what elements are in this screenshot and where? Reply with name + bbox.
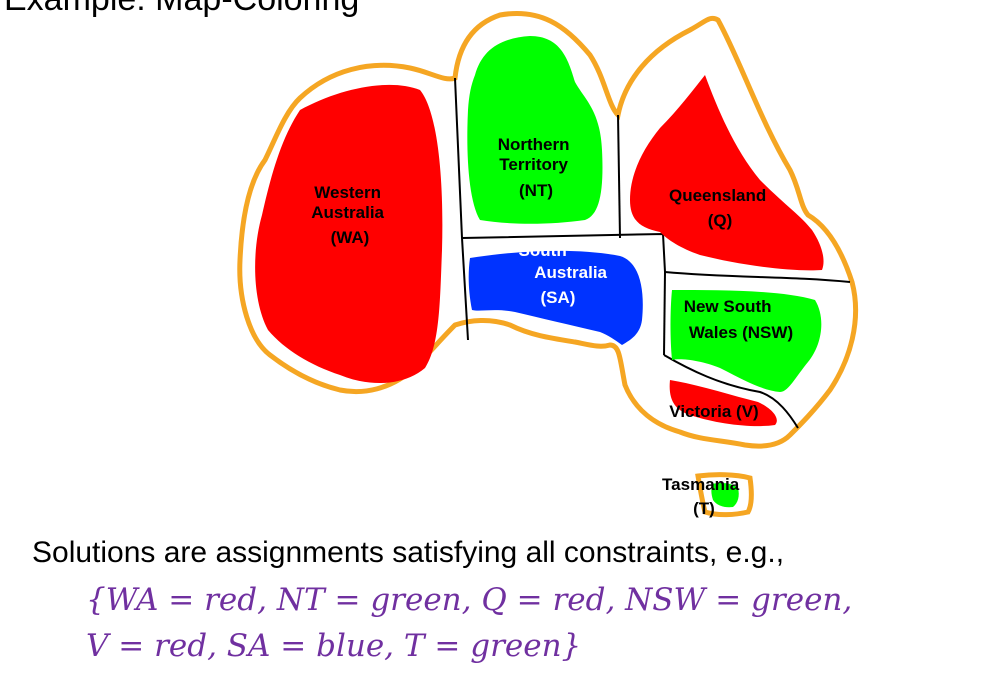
label-nsw: New South Wales (NSW)	[684, 297, 793, 342]
page-title: Example: Map-Coloring	[4, 0, 359, 18]
label-wa: Western Australia (WA)	[311, 183, 388, 247]
solution-formula-line2: V = red, SA = blue, T = green}	[86, 628, 582, 664]
australia-map: Example: Map-Coloring Western Australia …	[4, 0, 859, 518]
region-sa	[468, 250, 643, 345]
label-sa: South Australia (SA)	[519, 241, 612, 307]
region-q	[630, 75, 824, 271]
label-nt: Northern Territory (NT)	[498, 135, 575, 200]
region-v	[669, 380, 777, 427]
caption-text: Solutions are assignments satisfying all…	[32, 536, 785, 569]
region-labels: Western Australia (WA) Northern Territor…	[311, 135, 793, 518]
region-nsw	[670, 290, 822, 392]
region-wa	[255, 84, 443, 384]
label-v: Victoria (V)	[669, 402, 758, 421]
label-q: Queensland (Q)	[669, 186, 771, 230]
solution-formula-line1: {WA = red, NT = green, Q = red, NSW = gr…	[86, 582, 853, 618]
region-t	[711, 483, 739, 508]
region-nt	[467, 36, 603, 224]
label-t: Tasmania (T)	[662, 475, 744, 518]
